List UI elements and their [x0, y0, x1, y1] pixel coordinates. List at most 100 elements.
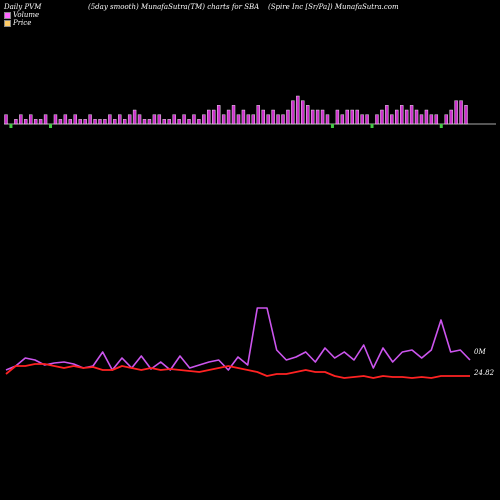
volume-bar	[360, 114, 364, 125]
volume-bar	[177, 119, 181, 125]
volume-bar	[167, 119, 171, 125]
volume-bar	[291, 100, 295, 125]
volume-bar	[320, 109, 325, 125]
volume-bar	[236, 114, 241, 125]
volume-bar	[271, 109, 275, 125]
volume-bar	[296, 95, 300, 125]
volume-bar	[464, 105, 468, 125]
volume-bar-down	[9, 124, 13, 128]
volume-bar	[315, 109, 320, 125]
volume-bar	[345, 109, 349, 125]
volume-bar	[142, 119, 147, 125]
volume-bar	[68, 119, 73, 125]
volume-bar	[118, 114, 122, 125]
volume-bar	[350, 109, 354, 125]
volume-bar	[221, 114, 226, 125]
volume-bar	[414, 109, 419, 125]
volume-bar	[33, 119, 38, 125]
volume-value-label: 0M	[474, 348, 486, 356]
volume-bar	[162, 119, 166, 125]
volume-bar	[108, 114, 112, 125]
volume-bar	[182, 114, 186, 125]
volume-bar	[390, 114, 394, 125]
volume-bar	[152, 114, 157, 125]
volume-bar	[281, 114, 285, 125]
legend-price-label: Price	[13, 19, 32, 27]
volume-bar	[53, 114, 58, 125]
volume-bar	[157, 114, 162, 125]
volume-bar-down	[330, 124, 334, 128]
volume-bar	[325, 114, 330, 125]
volume-bar	[310, 109, 315, 125]
legend-price: Price	[4, 19, 31, 27]
volume-bar	[216, 105, 221, 125]
volume-bar	[261, 109, 265, 125]
volume-bar	[395, 109, 399, 125]
volume-bar	[147, 119, 152, 125]
volume-bar	[335, 109, 340, 125]
volume-bar	[14, 119, 18, 125]
volume-bar-down	[49, 124, 53, 128]
volume-bar	[424, 109, 429, 125]
volume-bar	[172, 114, 176, 125]
price-value-label: 24.82	[474, 369, 495, 377]
volume-bar	[256, 105, 260, 125]
volume-bar	[207, 109, 211, 125]
volume-bar	[385, 105, 389, 125]
volume-bar	[365, 114, 369, 125]
volume-bar	[132, 109, 137, 125]
volume-bar	[73, 114, 77, 125]
chart-source: (Spire Inc [Sr/Pa]) MunafaSutra.com	[268, 3, 399, 11]
volume-bar	[380, 109, 384, 125]
volume-bar	[449, 109, 453, 125]
volume-bar	[78, 119, 82, 125]
volume-bar	[58, 119, 63, 125]
volume-bar	[429, 114, 434, 125]
legend-price-swatch	[4, 19, 11, 27]
volume-bar	[434, 114, 439, 125]
volume-bar	[226, 109, 231, 125]
volume-bar	[197, 119, 201, 125]
volume-bar	[246, 114, 251, 125]
volume-bar	[137, 114, 142, 125]
volume-bar	[251, 114, 256, 125]
volume-bar	[24, 119, 28, 125]
volume-bar	[404, 109, 409, 125]
volume-bar	[29, 114, 33, 125]
volume-smooth-line	[5, 307, 471, 371]
volume-bar	[63, 114, 68, 125]
volume-bar	[38, 119, 43, 125]
volume-bar	[202, 114, 206, 125]
chart-title: (5day smooth) MunafaSutra(TM) charts for…	[88, 3, 260, 11]
volume-bar	[301, 100, 305, 125]
volume-bar	[306, 105, 310, 125]
volume-bar	[409, 105, 414, 125]
legend-volume-swatch	[4, 11, 11, 19]
price-line	[5, 363, 470, 379]
volume-bar	[4, 114, 8, 125]
legend-volume: Volume	[4, 11, 39, 19]
volume-bar	[286, 109, 290, 125]
volume-bar	[93, 119, 97, 125]
volume-bar	[266, 114, 270, 125]
volume-bar	[127, 114, 132, 125]
volume-bar	[399, 105, 404, 125]
volume-bar	[419, 114, 424, 125]
volume-bar	[98, 119, 102, 125]
volume-bar-down	[370, 124, 374, 128]
volume-bar	[454, 100, 458, 125]
volume-bar	[459, 100, 463, 125]
volume-bar	[123, 119, 127, 125]
volume-bar	[43, 114, 48, 125]
volume-bar	[83, 119, 87, 125]
volume-bar	[212, 109, 216, 125]
volume-bar	[276, 114, 280, 125]
volume-bar	[88, 114, 92, 125]
chart-label-left: Daily PVM	[4, 3, 42, 11]
volume-bar	[113, 119, 117, 125]
volume-bar	[231, 105, 236, 125]
volume-bar	[241, 109, 246, 125]
legend-volume-label: Volume	[13, 11, 40, 19]
volume-bar	[340, 114, 345, 125]
